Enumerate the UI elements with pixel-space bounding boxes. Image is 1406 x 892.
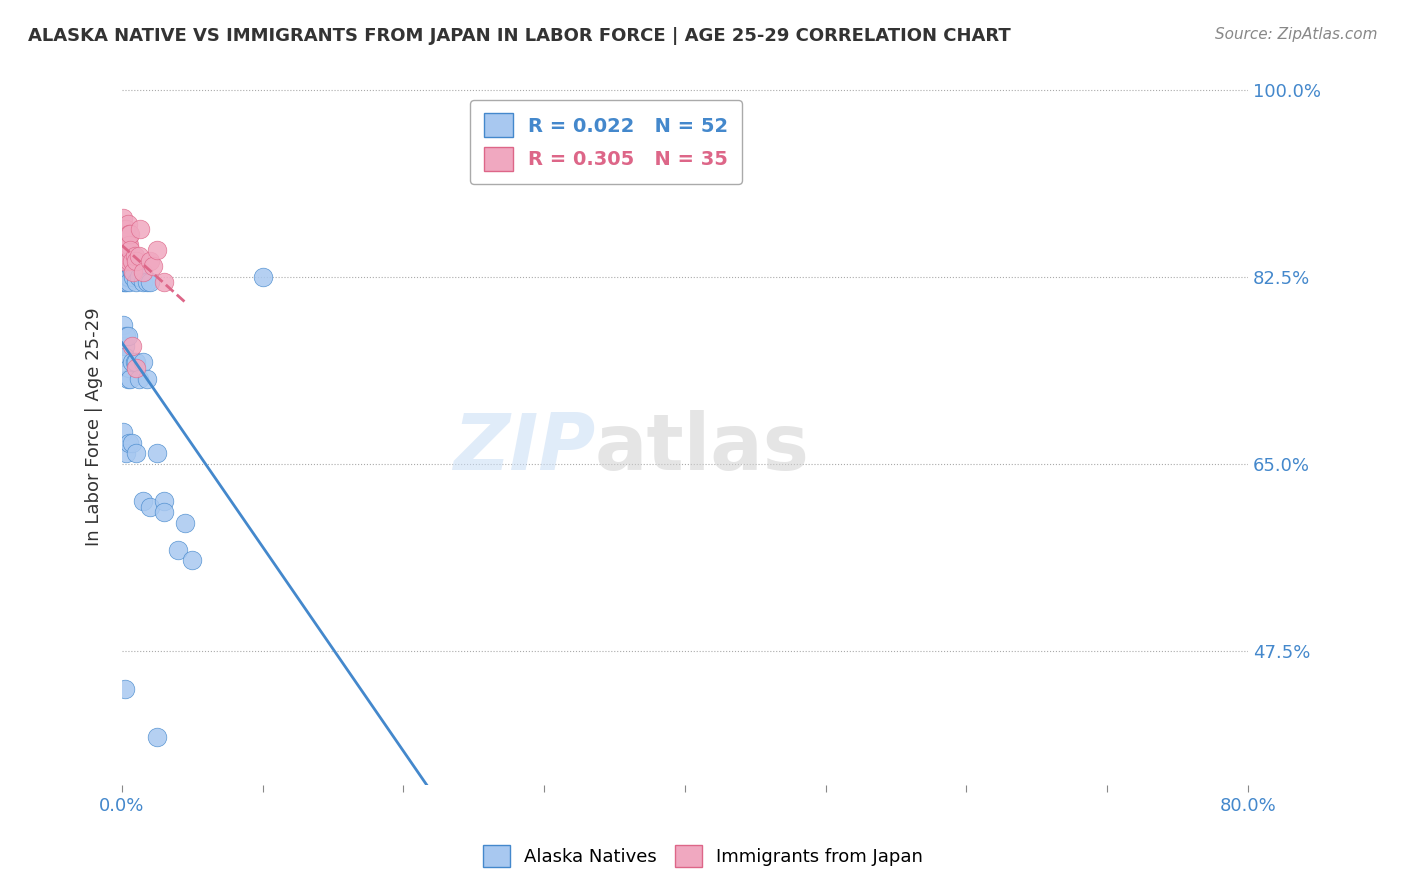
Point bbox=[174, 516, 197, 530]
Point bbox=[117, 217, 139, 231]
Point bbox=[112, 270, 135, 285]
Point bbox=[124, 355, 146, 369]
Point bbox=[117, 371, 139, 385]
Legend: R = 0.022   N = 52, R = 0.305   N = 35: R = 0.022 N = 52, R = 0.305 N = 35 bbox=[470, 100, 742, 184]
Point bbox=[114, 265, 136, 279]
Point bbox=[120, 227, 142, 242]
Point bbox=[136, 371, 159, 385]
Point bbox=[128, 249, 150, 263]
Point bbox=[114, 276, 136, 290]
Point bbox=[117, 249, 139, 263]
Point bbox=[120, 260, 142, 274]
Point bbox=[118, 254, 141, 268]
Point bbox=[112, 222, 135, 236]
Text: Source: ZipAtlas.com: Source: ZipAtlas.com bbox=[1215, 27, 1378, 42]
Point bbox=[112, 425, 135, 439]
Point bbox=[112, 276, 135, 290]
Point bbox=[167, 542, 190, 557]
Point bbox=[122, 265, 145, 279]
Point bbox=[115, 222, 138, 236]
Point bbox=[125, 276, 148, 290]
Text: ALASKA NATIVE VS IMMIGRANTS FROM JAPAN IN LABOR FORCE | AGE 25-29 CORRELATION CH: ALASKA NATIVE VS IMMIGRANTS FROM JAPAN I… bbox=[28, 27, 1011, 45]
Point bbox=[118, 435, 141, 450]
Y-axis label: In Labor Force | Age 25-29: In Labor Force | Age 25-29 bbox=[86, 308, 103, 546]
Point bbox=[132, 355, 155, 369]
Point bbox=[146, 244, 169, 258]
Point bbox=[112, 318, 135, 332]
Point bbox=[121, 435, 143, 450]
Point bbox=[114, 238, 136, 252]
Point bbox=[146, 446, 169, 460]
Point bbox=[139, 276, 162, 290]
Point bbox=[125, 355, 148, 369]
Point bbox=[139, 500, 162, 514]
Point bbox=[114, 270, 136, 285]
Point bbox=[112, 254, 135, 268]
Point bbox=[153, 494, 176, 508]
Point bbox=[120, 244, 142, 258]
Point bbox=[121, 339, 143, 353]
Point bbox=[128, 270, 150, 285]
Point bbox=[136, 276, 159, 290]
Point bbox=[115, 276, 138, 290]
Point bbox=[114, 339, 136, 353]
Point bbox=[118, 238, 141, 252]
Point bbox=[115, 260, 138, 274]
Point bbox=[153, 505, 176, 519]
Point bbox=[139, 254, 162, 268]
Point bbox=[112, 265, 135, 279]
Point bbox=[146, 730, 169, 744]
Point bbox=[115, 446, 138, 460]
Point bbox=[118, 227, 141, 242]
Point bbox=[181, 553, 204, 567]
Point bbox=[115, 265, 138, 279]
Point bbox=[112, 249, 135, 263]
Point bbox=[125, 360, 148, 375]
Point bbox=[125, 254, 148, 268]
Point bbox=[114, 249, 136, 263]
Point bbox=[114, 222, 136, 236]
Point bbox=[121, 355, 143, 369]
Point bbox=[132, 494, 155, 508]
Point bbox=[117, 328, 139, 343]
Point bbox=[128, 371, 150, 385]
Point bbox=[112, 238, 135, 252]
Point bbox=[112, 244, 135, 258]
Point bbox=[129, 222, 152, 236]
Point bbox=[112, 249, 135, 263]
Point bbox=[121, 254, 143, 268]
Text: atlas: atlas bbox=[595, 410, 810, 486]
Legend: Alaska Natives, Immigrants from Japan: Alaska Natives, Immigrants from Japan bbox=[475, 838, 931, 874]
Point bbox=[114, 350, 136, 364]
Point bbox=[120, 371, 142, 385]
Point bbox=[114, 681, 136, 696]
Point bbox=[121, 265, 143, 279]
Text: ZIP: ZIP bbox=[453, 410, 595, 486]
Point bbox=[117, 233, 139, 247]
Point bbox=[112, 211, 135, 226]
Point bbox=[115, 244, 138, 258]
Point bbox=[118, 276, 141, 290]
Point bbox=[252, 270, 274, 285]
Point bbox=[132, 276, 155, 290]
Point bbox=[112, 233, 135, 247]
Point bbox=[115, 328, 138, 343]
Point bbox=[132, 265, 155, 279]
Point bbox=[142, 260, 165, 274]
Point bbox=[122, 270, 145, 285]
Point bbox=[153, 276, 176, 290]
Point bbox=[124, 249, 146, 263]
Point bbox=[114, 233, 136, 247]
Point bbox=[118, 270, 141, 285]
Point bbox=[117, 270, 139, 285]
Point bbox=[118, 360, 141, 375]
Point bbox=[117, 265, 139, 279]
Point bbox=[115, 233, 138, 247]
Point bbox=[125, 446, 148, 460]
